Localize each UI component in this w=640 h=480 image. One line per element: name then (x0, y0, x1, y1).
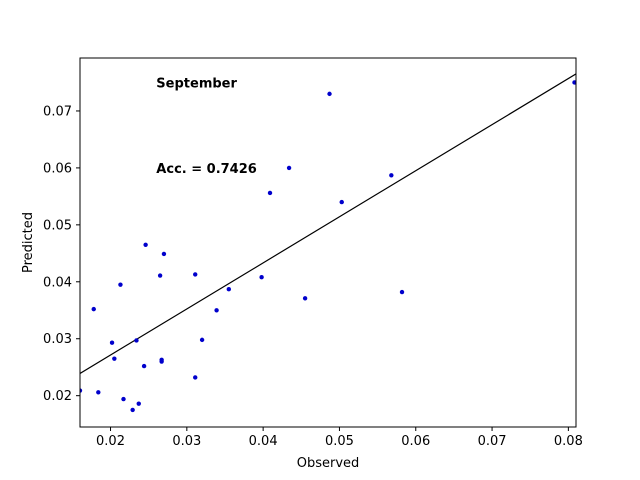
y-tick-label: 0.04 (43, 275, 72, 290)
data-point (214, 308, 219, 313)
title-annotation: September (156, 76, 237, 91)
data-point (109, 340, 115, 345)
y-tick-label: 0.02 (43, 389, 72, 404)
y-tick-label: 0.05 (43, 218, 72, 233)
accuracy-annotation: Acc. = 0.7426 (156, 162, 257, 177)
y-axis-label: Predicted (21, 212, 36, 273)
data-point (327, 91, 332, 97)
data-point (193, 375, 198, 380)
data-point (80, 388, 83, 393)
x-tick-label: 0.04 (249, 434, 278, 449)
x-tick-label: 0.02 (96, 434, 125, 449)
data-point (91, 306, 96, 312)
data-point (339, 199, 344, 205)
data-point (143, 242, 148, 247)
x-tick-label: 0.05 (325, 434, 354, 449)
y-tick-label: 0.07 (43, 104, 72, 119)
data-point (389, 173, 394, 178)
data-point (267, 190, 273, 196)
x-tick-label: 0.03 (172, 434, 201, 449)
data-point (199, 337, 205, 343)
data-point (161, 251, 167, 257)
data-point (302, 296, 308, 301)
data-point (226, 286, 231, 292)
data-point (134, 338, 139, 343)
data-point (399, 289, 405, 295)
data-point (112, 356, 117, 361)
x-axis-label: Observed (297, 456, 360, 471)
data-point (159, 359, 164, 364)
x-tick-label: 0.07 (478, 434, 507, 449)
data-point (96, 390, 101, 395)
data-point (121, 396, 126, 402)
x-tick-label: 0.06 (401, 434, 430, 449)
x-tick-label: 0.08 (554, 434, 583, 449)
data-point (141, 363, 147, 369)
data-point (118, 282, 123, 287)
plot-frame (79, 57, 577, 428)
fit-line-layer (80, 73, 576, 374)
data-point (286, 165, 292, 171)
data-point (259, 275, 264, 280)
y-tick-label: 0.06 (43, 161, 72, 176)
data-point (136, 401, 141, 406)
data-point (130, 407, 135, 413)
y-axis: 0.02 0.03 0.04 0.05 0.06 0.07 (43, 104, 80, 404)
regression-line (80, 73, 576, 374)
data-point (157, 273, 163, 278)
data-point (193, 272, 198, 277)
x-axis: 0.02 0.03 0.04 0.05 0.06 0.07 0.08 (96, 427, 583, 449)
y-tick-label: 0.03 (43, 332, 72, 347)
points-layer (80, 80, 576, 413)
data-point (572, 80, 576, 85)
